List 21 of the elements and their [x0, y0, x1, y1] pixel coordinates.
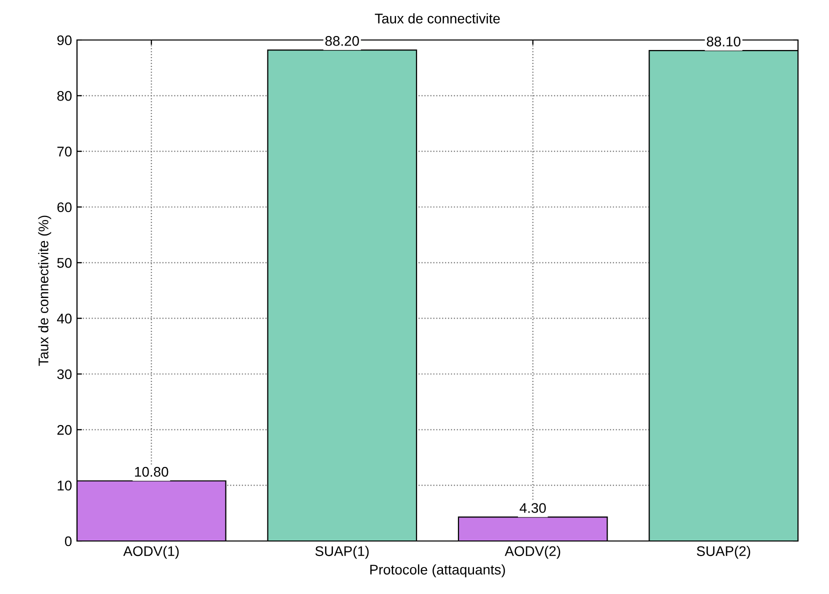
x-tick-label: AODV(2): [504, 546, 560, 559]
chart-title: Taux de connectivite: [374, 13, 500, 24]
y-tick-label: 20: [57, 425, 72, 435]
y-tick-label: 50: [57, 258, 72, 268]
y-tick-label: 0: [64, 536, 72, 546]
y-tick-label: 60: [57, 202, 72, 212]
y-tick-label: 10: [58, 480, 72, 491]
x-tick-label: AODV(1): [123, 546, 179, 559]
x-tick-label: SUAP(2): [696, 546, 750, 559]
y-tick-label: 40: [57, 314, 72, 324]
data-label: 88.20: [325, 36, 359, 46]
y-axis-title: Taux de connectivite (%): [38, 216, 52, 366]
data-label: 4.30: [520, 503, 546, 513]
x-axis-title: Protocole (attaquants): [370, 564, 505, 578]
data-label: 10.80: [135, 466, 168, 477]
y-tick-label: 90: [57, 35, 72, 46]
y-tick-label: 70: [57, 146, 72, 157]
data-label: 88.10: [706, 36, 740, 46]
x-tick-label: SUAP(1): [315, 546, 369, 559]
y-tick-label: 80: [57, 91, 72, 101]
y-tick-label: 30: [57, 369, 72, 380]
